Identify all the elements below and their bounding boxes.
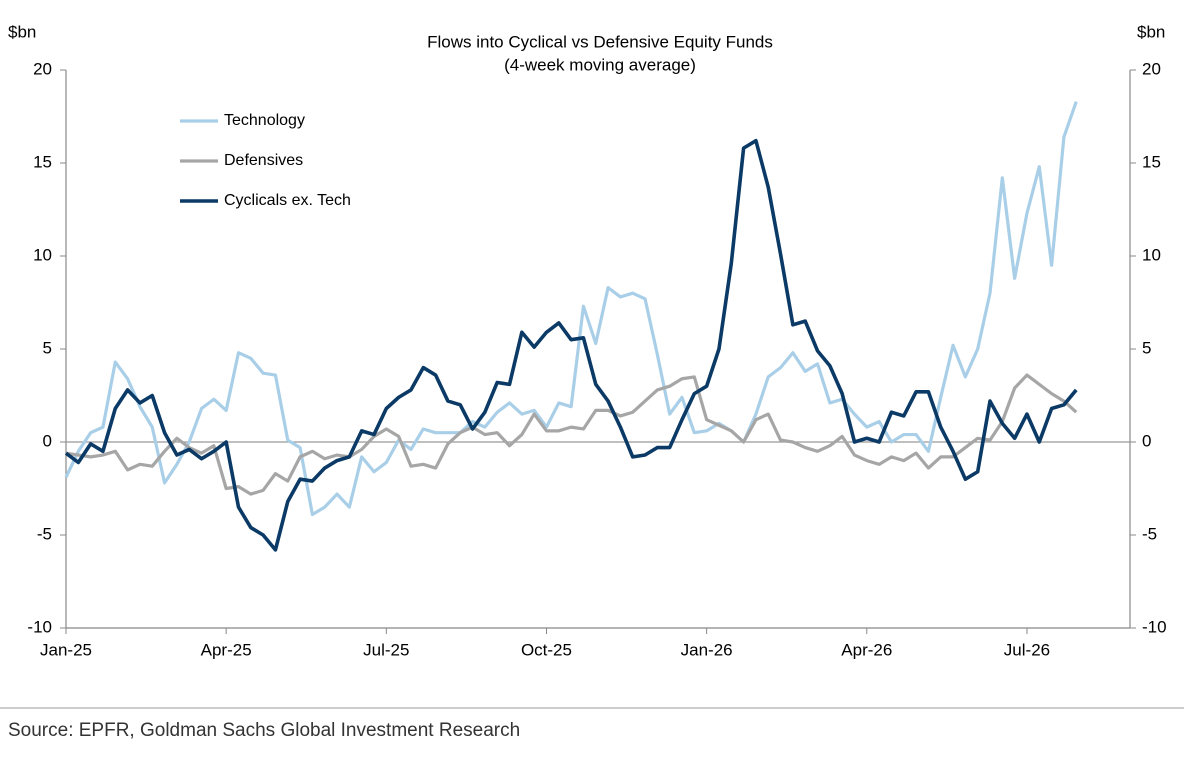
y-tick-label: 0 [43,431,52,450]
x-tick-label: Oct-25 [521,640,572,659]
y2-tick-label: -10 [1142,617,1167,636]
y-tick-label: 5 [43,338,52,357]
y2-axis-label: $bn [1137,22,1165,41]
y-axis-label: $bn [8,22,36,41]
y2-tick-label: 0 [1142,431,1151,450]
x-tick-label: Jan-25 [40,640,92,659]
legend-label: Defensives [224,152,303,169]
series-line [64,138,1078,552]
y-tick-label: 10 [33,245,52,264]
y-tick-label: 15 [33,152,52,171]
series-line [64,101,1078,517]
x-tick-label: Apr-25 [201,640,252,659]
y2-tick-label: 10 [1142,245,1161,264]
legend-label: Cyclicals ex. Tech [224,192,351,209]
y-tick-label: 20 [33,59,52,78]
x-tick-label: Jul-25 [363,640,409,659]
y-tick-label: -10 [27,617,52,636]
y2-tick-label: 15 [1142,152,1161,171]
x-tick-label: Apr-26 [841,640,892,659]
y2-tick-label: 20 [1142,59,1161,78]
y2-tick-label: -5 [1142,524,1157,543]
chart-title: Flows into Cyclical vs Defensive Equity … [427,32,773,51]
y2-tick-label: 5 [1142,338,1151,357]
chart-subtitle: (4-week moving average) [504,55,696,74]
x-tick-label: Jan-26 [681,640,733,659]
x-tick-label: Jul-26 [1004,640,1050,659]
y-tick-label: -5 [37,524,52,543]
legend-label: Technology [224,112,305,129]
source-note: Source: EPFR, Goldman Sachs Global Inves… [8,720,520,741]
